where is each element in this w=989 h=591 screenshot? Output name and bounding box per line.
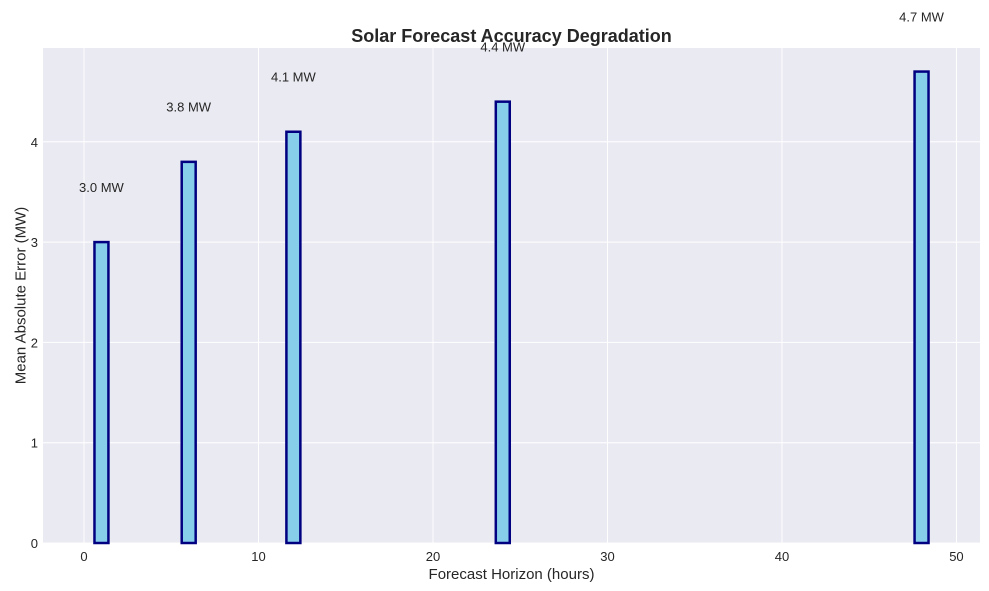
bar-1h bbox=[93, 240, 110, 545]
bar-value-label: 3.8 MW bbox=[166, 100, 212, 115]
y-tick-label: 1 bbox=[31, 436, 38, 451]
bar-48h bbox=[913, 70, 930, 545]
data-labels: 3.0 MW 3.8 MW 4.1 MW 4.4 MW 4.7 MW bbox=[79, 9, 945, 195]
chart-title: Solar Forecast Accuracy Degradation bbox=[351, 26, 671, 46]
y-tick-label: 0 bbox=[31, 536, 38, 551]
x-tick-label: 50 bbox=[949, 549, 963, 564]
y-axis-title: Mean Absolute Error (MW) bbox=[12, 207, 29, 385]
x-tick-label: 20 bbox=[426, 549, 440, 564]
bars bbox=[93, 70, 930, 545]
y-tick-label: 3 bbox=[31, 235, 38, 250]
bar-value-label: 3.0 MW bbox=[79, 180, 125, 195]
x-axis-ticks: 0 10 20 30 40 50 bbox=[80, 549, 963, 564]
x-tick-label: 0 bbox=[80, 549, 87, 564]
y-tick-label: 4 bbox=[31, 135, 38, 150]
x-axis-title: Forecast Horizon (hours) bbox=[429, 566, 595, 583]
x-tick-label: 10 bbox=[251, 549, 265, 564]
y-axis-ticks: 0 1 2 3 4 bbox=[31, 135, 38, 551]
bar-12h bbox=[285, 130, 302, 545]
bar-6h bbox=[180, 160, 197, 545]
y-tick-label: 2 bbox=[31, 335, 38, 350]
grid-lines bbox=[43, 48, 980, 544]
bar-value-label: 4.4 MW bbox=[480, 39, 526, 54]
bar-value-label: 4.1 MW bbox=[271, 70, 317, 85]
x-tick-label: 40 bbox=[775, 549, 789, 564]
plot-area bbox=[43, 48, 980, 543]
bar-24h bbox=[494, 100, 512, 545]
x-tick-label: 30 bbox=[600, 549, 614, 564]
bar-value-label: 4.7 MW bbox=[899, 9, 945, 24]
